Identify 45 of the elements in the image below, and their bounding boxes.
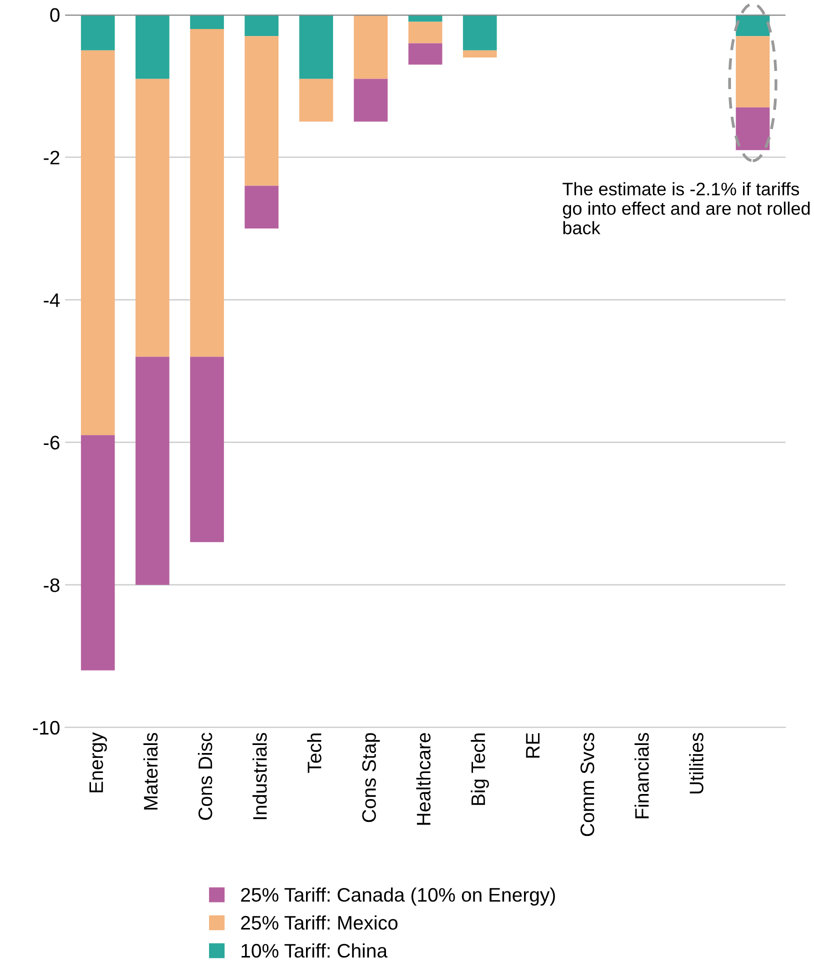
x-tick-label: Big Tech: [470, 734, 489, 805]
bar: [190, 356, 224, 542]
x-tick-label: Comm Svcs: [580, 732, 594, 836]
bar: [190, 28, 224, 357]
bar: [80, 50, 115, 436]
y-tick-label: -2: [44, 150, 60, 164]
x-tick-label: RE: [526, 733, 540, 758]
bar: [408, 22, 442, 44]
x-tick-label: Financials: [634, 732, 649, 818]
bar: [408, 14, 442, 22]
bar: [462, 50, 497, 58]
bar: [354, 14, 388, 79]
bar: [299, 14, 334, 79]
bar: [736, 36, 770, 108]
bar: [136, 14, 170, 79]
bar: [244, 186, 279, 228]
bar: [299, 78, 334, 122]
bar: [136, 356, 170, 585]
bar: [80, 435, 115, 670]
y-tick-label: -4: [44, 293, 60, 307]
x-tick-label: Cons Stap: [362, 733, 380, 822]
x-tick-label: Cons Disc: [198, 732, 212, 820]
bar: [136, 78, 170, 357]
bar: [408, 43, 442, 65]
x-tick-label: Tech: [307, 734, 322, 773]
bar: [244, 36, 279, 186]
x-tick-label: Utilities: [689, 732, 704, 794]
x-tick-label: Healthcare: [416, 733, 431, 825]
legend-label: 25% Tariff: Mexico: [241, 915, 398, 930]
x-tick-label: Materials: [143, 732, 158, 810]
x-tick-label: Energy: [90, 732, 107, 792]
bar: [736, 107, 770, 150]
annotation: The estimate is -2.1% if tariffs go into effect and are not rolled back: [562, 182, 810, 234]
y-tick-label: 0: [50, 8, 60, 22]
bar: [244, 14, 279, 36]
legend-label: 25% Tariff: Canada (10% on Energy): [241, 887, 555, 906]
legend-label: 10% Tariff: China: [242, 943, 388, 958]
y-tick-label: -10: [33, 720, 60, 735]
bar: [190, 14, 224, 29]
bar: [354, 78, 388, 122]
x-tick-label: Industrials: [252, 732, 267, 820]
bar: [462, 14, 497, 50]
y-tick-label: -6: [44, 436, 60, 450]
bar: [80, 14, 115, 50]
y-tick-label: -8: [44, 578, 60, 592]
